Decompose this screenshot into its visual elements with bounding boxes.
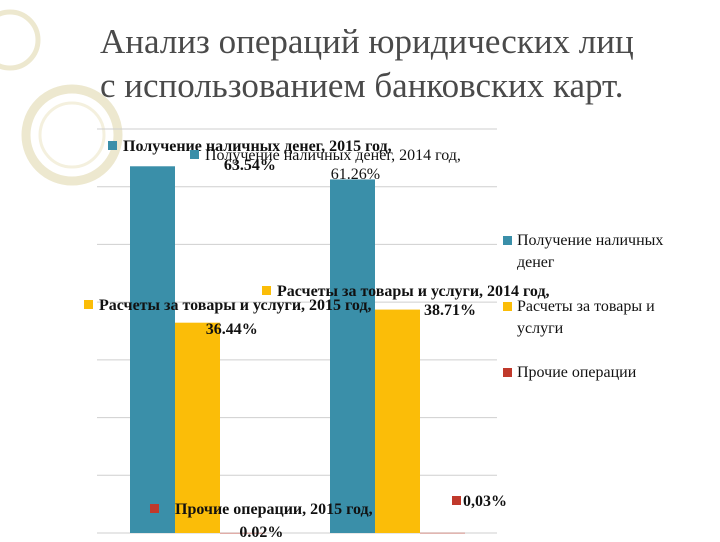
data-label-swatch [190, 150, 199, 159]
legend-label-cash: Получение наличных денег [517, 232, 664, 271]
data-label-goods-2015: Расчеты за товары и услуги, 2015 год, 36… [84, 296, 372, 339]
legend-swatch-goods [503, 302, 512, 311]
legend-swatch-other [503, 368, 512, 377]
legend-item-cash: Получение наличных денег [503, 230, 703, 274]
data-label-value: 61.26% [330, 166, 381, 183]
legend-item-other: Прочие операции [503, 362, 703, 384]
bar-series2-cat1 [420, 532, 465, 534]
data-label-name: Получение наличных денег, 2014 год, [205, 147, 461, 164]
legend-swatch-cash [503, 236, 512, 245]
data-label-other-2015: Прочие операции, 2015 год, 0.02% [150, 500, 373, 542]
data-label-cash-2014: Получение наличных денег, 2014 год, 61.2… [190, 146, 461, 184]
bar-series1-cat1 [375, 309, 420, 533]
data-label-swatch [262, 286, 271, 295]
title-line-2: с использованием банковских карт. [100, 66, 624, 105]
data-label-name: Расчеты за товары и услуги, 2015 год, [99, 297, 372, 314]
data-label-value: 0,03% [463, 493, 507, 510]
title-line-1: Анализ операций юридических лиц [100, 22, 634, 61]
bar-series0-cat0 [130, 166, 175, 533]
bar-series2-cat0 [220, 532, 265, 534]
page-title: Анализ операций юридических лиц с исполь… [100, 20, 710, 108]
bar-series1-cat0 [175, 322, 220, 533]
legend-label-goods: Расчеты за товары и услуги [517, 298, 655, 337]
legend-label-other: Прочие операции [517, 364, 637, 381]
data-label-value: 36.44% [205, 321, 258, 338]
data-label-swatch [452, 496, 461, 505]
data-label-value: 0.02% [239, 524, 284, 541]
data-label-value: 38.71% [424, 302, 476, 319]
data-label-value: 63.54% [223, 157, 276, 174]
data-label-swatch [150, 504, 159, 513]
data-label-swatch [108, 141, 117, 150]
legend: Получение наличных денег Расчеты за това… [503, 230, 703, 406]
data-label-name: Расчеты за товары и услуги, 2014 год, [277, 283, 550, 300]
data-label-other-2014: 0,03% [452, 492, 507, 511]
bar-series0-cat1 [330, 179, 375, 533]
data-label-goods-2014: Расчеты за товары и услуги, 2014 год, 38… [262, 282, 550, 320]
data-label-swatch [84, 300, 93, 309]
legend-item-goods: Расчеты за товары и услуги [503, 296, 703, 340]
bars [130, 166, 465, 534]
data-label-name: Прочие операции, 2015 год, [175, 501, 373, 518]
